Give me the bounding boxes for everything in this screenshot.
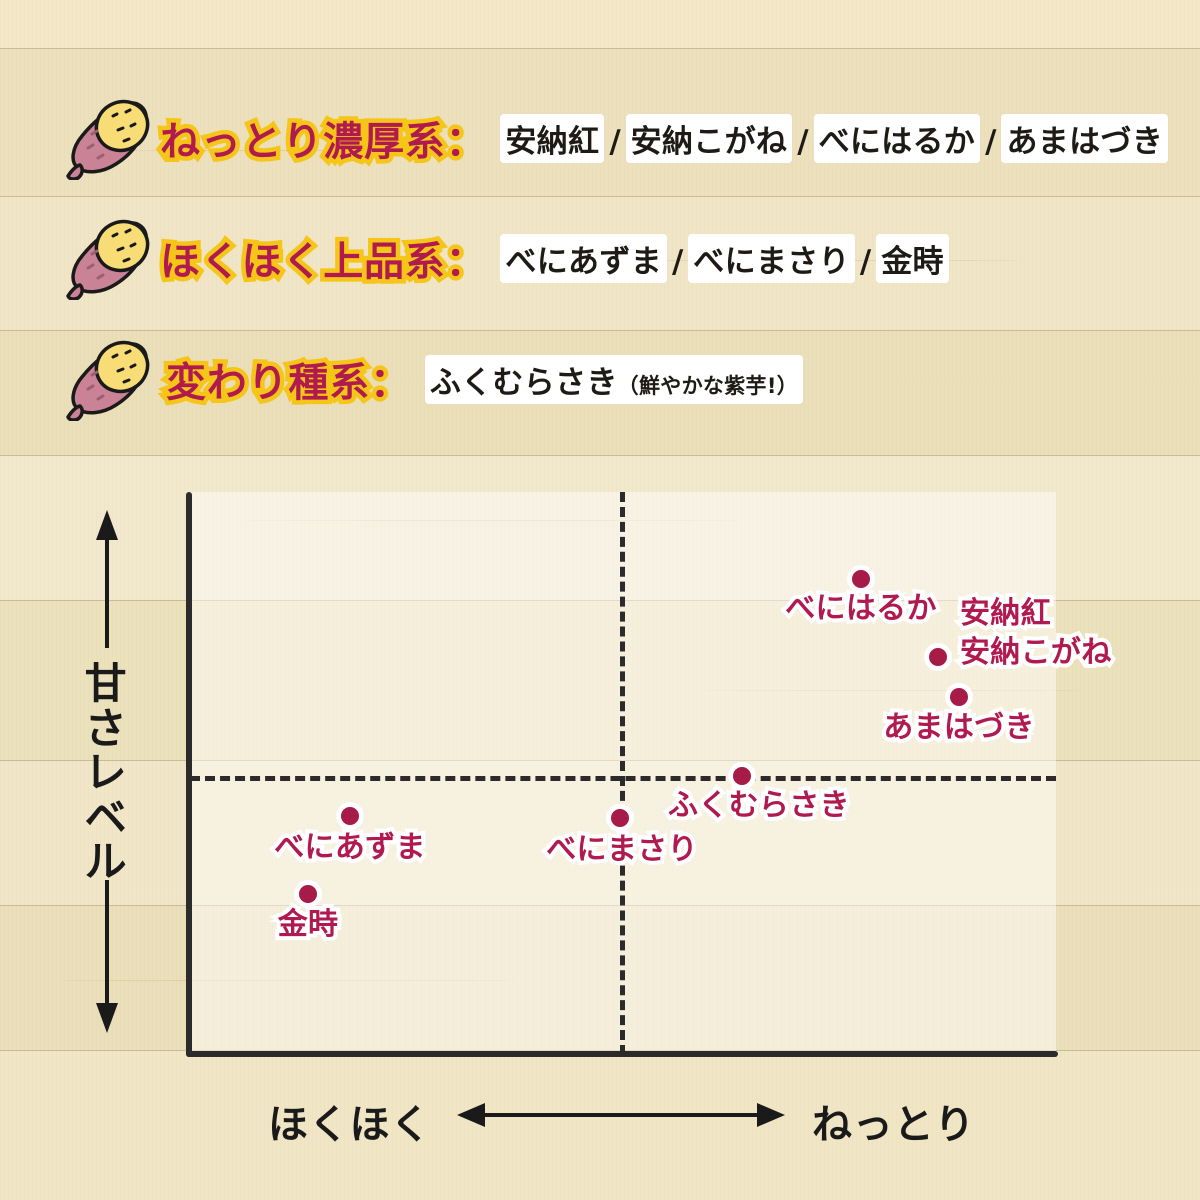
sweet-potato-icon: [66, 99, 150, 180]
category-title: ほくほく上品系：: [155, 235, 490, 290]
variety-chip: べにはるか: [813, 113, 981, 163]
variety-name: ふくむらさき: [429, 364, 618, 401]
plank-divider: [0, 760, 1200, 761]
variety-chip: あまはづき: [1001, 113, 1169, 163]
plank-divider: [0, 330, 1200, 331]
data-point-dot[interactable]: [728, 762, 756, 790]
category-title: ねっとり濃厚系：: [155, 115, 490, 170]
y-axis-label: 甘さレベル: [84, 659, 128, 887]
legend-row-nettori: ねっとり濃厚系： 安納紅 / 安納こがね / べにはるか / あまはづき: [66, 96, 1169, 180]
x-axis-left-label: ほくほく: [268, 1102, 432, 1148]
variety-chip: ふくむらさき（鮮やかな紫芋!）: [424, 354, 804, 404]
plank-divider: [0, 196, 1200, 197]
legend-row-kawarishu: 変わり種系： ふくむらさき（鮮やかな紫芋!）: [66, 337, 804, 421]
item-separator: /: [671, 243, 684, 280]
wood-grain: [240, 520, 740, 521]
data-point-label: 安納紅: [956, 593, 1055, 634]
item-separator: /: [609, 123, 621, 160]
variety-chip: 安納紅: [500, 113, 605, 163]
wood-grain: [60, 980, 520, 981]
x-axis-right-label: ねっとり: [812, 1102, 976, 1148]
data-point-dot[interactable]: [294, 880, 322, 908]
data-point-dot[interactable]: [924, 643, 952, 671]
y-axis-down-arrow-icon: [96, 880, 118, 1033]
plank-divider: [0, 455, 1200, 456]
vertical-reference-line: [620, 492, 625, 1055]
data-point-label: べにあずま: [270, 827, 429, 868]
data-point-label: べにまさり: [542, 829, 701, 870]
variety-chip: べにあずま: [500, 233, 667, 283]
plank-divider: [0, 1050, 1200, 1051]
category-item-list: ふくむらさき（鮮やかな紫芋!）: [424, 354, 804, 404]
data-point-label: 金時: [274, 904, 342, 945]
plank-divider: [0, 600, 1200, 601]
y-axis-line: [186, 492, 192, 1057]
data-point-dot[interactable]: [847, 565, 875, 593]
data-point-label: べにはるか: [781, 588, 940, 629]
item-separator: /: [985, 123, 997, 160]
x-axis-double-arrow-icon: [457, 1103, 785, 1127]
category-title: 変わり種系：: [162, 356, 415, 411]
variety-chip: 安納こがね: [625, 113, 793, 163]
data-point-dot[interactable]: [945, 683, 973, 711]
data-point-label: 安納こがね: [956, 632, 1115, 673]
variety-note: （鮮やかな紫芋!）: [617, 373, 799, 398]
data-point-label: ふくむらさき: [664, 785, 854, 826]
category-item-list: 安納紅 / 安納こがね / べにはるか / あまはづき: [500, 113, 1169, 163]
legend-row-hokuhoku: ほくほく上品系： べにあずま / べにまさり / 金時: [66, 216, 949, 300]
category-item-list: べにあずま / べにまさり / 金時: [500, 233, 949, 283]
sweet-potato-icon: [66, 219, 150, 300]
sweet-potato-icon: [66, 340, 150, 421]
data-point-dot[interactable]: [606, 804, 634, 832]
wood-grain: [700, 690, 1080, 691]
data-point-label: あまはづき: [879, 707, 1038, 748]
plank-divider: [0, 48, 1200, 49]
wood-grain: [120, 150, 460, 151]
item-separator: /: [797, 123, 809, 160]
data-point-dot[interactable]: [336, 802, 364, 830]
plank-divider: [0, 905, 1200, 906]
y-axis-up-arrow-icon: [96, 510, 118, 648]
variety-chip: 金時: [876, 233, 949, 283]
item-separator: /: [859, 243, 872, 280]
variety-chip: べにまさり: [688, 233, 855, 283]
